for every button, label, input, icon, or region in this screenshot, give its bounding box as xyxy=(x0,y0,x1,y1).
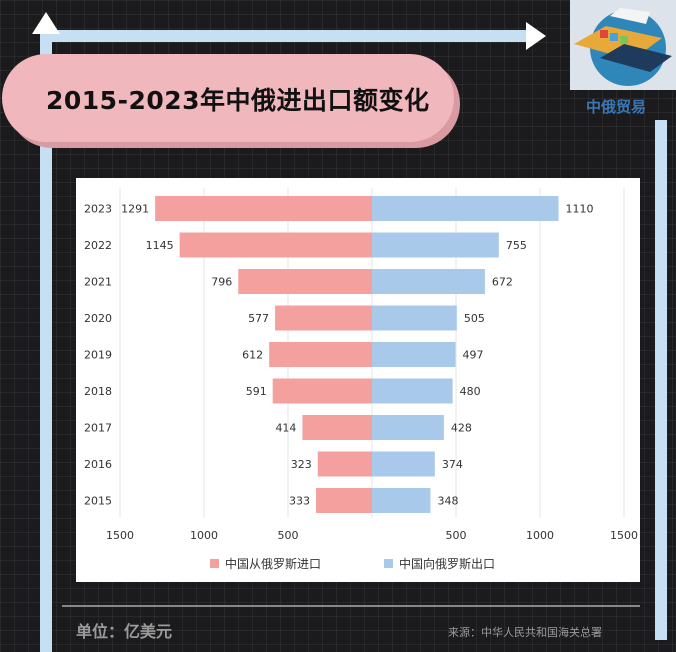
data-label-export: 672 xyxy=(492,276,513,289)
bar-export xyxy=(372,378,453,404)
bar-import xyxy=(269,342,372,367)
category-label: 2019 xyxy=(84,349,112,362)
bar-import xyxy=(155,196,372,221)
frame-top-bar xyxy=(40,30,535,42)
legend-label-export: 中国向俄罗斯出口 xyxy=(399,557,496,571)
category-label: 2018 xyxy=(84,385,112,398)
category-label: 2016 xyxy=(84,458,112,471)
x-tick-label: 1000 xyxy=(526,529,554,542)
x-tick-label: 500 xyxy=(278,529,299,542)
category-label: 2023 xyxy=(84,203,112,216)
data-label-export: 755 xyxy=(506,239,527,252)
x-tick-label: 1500 xyxy=(610,529,638,542)
cargo-ship-icon xyxy=(574,8,672,86)
x-tick-label: 500 xyxy=(446,529,467,542)
logo-text: 中俄贸易 xyxy=(586,98,647,116)
legend-swatch-import xyxy=(210,559,219,568)
footer-divider xyxy=(62,605,640,607)
bar-export xyxy=(372,342,456,367)
legend-label-import: 中国从俄罗斯进口 xyxy=(225,557,322,571)
bar-import xyxy=(317,451,372,477)
data-label-import: 333 xyxy=(289,495,310,508)
x-tick-label: 1000 xyxy=(190,529,218,542)
category-label: 2017 xyxy=(84,422,112,435)
bar-import xyxy=(179,232,372,258)
data-label-export: 374 xyxy=(442,458,463,471)
data-label-import: 414 xyxy=(275,422,296,435)
frame-right-bar xyxy=(655,120,667,640)
chart-card: 1500 1000 500 500 1000 1500 2023 1291 1110 2022 11… xyxy=(76,178,640,582)
bar-export xyxy=(372,196,559,221)
data-label-export: 428 xyxy=(451,422,472,435)
data-label-export: 497 xyxy=(462,349,483,362)
bar-export xyxy=(372,451,435,477)
legend-swatch-export xyxy=(384,559,393,568)
data-label-export: 480 xyxy=(460,385,481,398)
frame-arrow-icon xyxy=(526,22,546,50)
bar-import xyxy=(238,269,372,294)
bar-export xyxy=(372,415,444,440)
category-label: 2015 xyxy=(84,495,112,508)
bar-export xyxy=(372,269,485,294)
data-label-import: 591 xyxy=(246,385,267,398)
bar-export xyxy=(372,488,431,513)
data-label-import: 323 xyxy=(291,458,312,471)
chart-title: 2015-2023年中俄进出口额变化 xyxy=(46,86,430,115)
bar-export xyxy=(372,305,457,331)
unit-label: 单位：亿美元 xyxy=(76,622,173,641)
butterfly-bar-chart: 1500 1000 500 500 1000 1500 2023 1291 1110 2022 11… xyxy=(84,188,638,542)
source-label: 来源：中华人民共和国海关总署 xyxy=(448,626,602,639)
title-banner: 2015-2023年中俄进出口额变化 xyxy=(2,54,454,142)
data-label-export: 1110 xyxy=(565,203,593,216)
data-label-import: 1145 xyxy=(146,239,174,252)
data-label-import: 577 xyxy=(248,312,269,325)
bar-import xyxy=(316,488,372,513)
logo-image xyxy=(570,0,676,90)
bar-import xyxy=(272,378,372,404)
legend-item-import: 中国从俄罗斯进口 xyxy=(210,555,321,572)
category-label: 2020 xyxy=(84,312,112,325)
legend-item-export: 中国向俄罗斯出口 xyxy=(384,555,495,572)
bar-import xyxy=(275,305,372,331)
data-label-import: 796 xyxy=(211,276,232,289)
category-label: 2021 xyxy=(84,276,112,289)
data-label-export: 505 xyxy=(464,312,485,325)
frame-arrow-icon xyxy=(32,12,60,34)
category-label: 2022 xyxy=(84,239,112,252)
data-label-import: 612 xyxy=(242,349,263,362)
data-label-export: 348 xyxy=(437,495,458,508)
bar-import xyxy=(302,415,372,440)
x-tick-label: 1500 xyxy=(106,529,134,542)
data-label-import: 1291 xyxy=(121,203,149,216)
bar-export xyxy=(372,232,499,258)
frame-left-bar xyxy=(40,30,52,652)
